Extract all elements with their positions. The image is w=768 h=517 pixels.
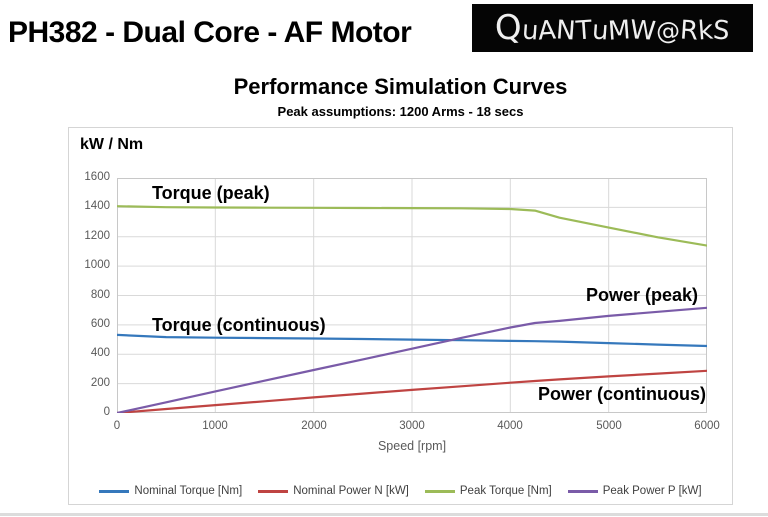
- x-tick-label: 4000: [497, 420, 523, 432]
- nominal-power-line-swatch: [258, 489, 289, 493]
- nominal-torque-line-swatch: [99, 489, 130, 493]
- legend-label: Peak Torque [Nm]: [459, 485, 552, 497]
- peak-power-line-swatch: [567, 489, 598, 493]
- chart-legend: Nominal Torque [Nm] Nominal Power N [kW]…: [68, 483, 733, 499]
- legend-label: Nominal Power N [kW]: [293, 485, 409, 497]
- y-tick-label: 200: [90, 377, 110, 389]
- legend-item-peak-torque: Peak Torque [Nm]: [424, 485, 552, 497]
- y-tick-label: 1200: [84, 230, 110, 242]
- legend-label: Nominal Torque [Nm]: [134, 485, 243, 497]
- quantumworks-logo: QuANTuMW@RkS: [472, 4, 753, 52]
- annotation-power-peak: Power (peak): [586, 285, 699, 305]
- x-tick-label: 0: [113, 420, 121, 432]
- annotation-torque-continuous: Torque (continuous): [152, 315, 326, 335]
- window-bottom-edge: [0, 513, 768, 516]
- legend-item-nominal-torque: Nominal Torque [Nm]: [99, 485, 242, 497]
- y-tick-label: 1600: [84, 171, 110, 183]
- x-tick-label: 3000: [399, 420, 425, 432]
- legend-label: Peak Power P [kW]: [602, 485, 702, 497]
- y-tick-label: 0: [103, 406, 110, 418]
- x-tick-label: 5000: [596, 420, 622, 432]
- x-tick-label: 1000: [202, 420, 228, 432]
- y-tick-label: 1400: [84, 200, 110, 212]
- chart-title: Performance Simulation Curves: [233, 74, 568, 99]
- y-tick-label: 800: [90, 289, 110, 301]
- x-tick-label: 2000: [301, 420, 327, 432]
- y-tick-label: 400: [90, 347, 110, 359]
- x-axis-label: Speed [rpm]: [377, 439, 447, 453]
- logo-text: QuANTuMW@RkS: [493, 7, 731, 49]
- legend-item-nominal-power: Nominal Power N [kW]: [258, 485, 409, 497]
- plot-area: [117, 178, 707, 413]
- annotation-torque-peak: Torque (peak): [152, 183, 270, 203]
- y-tick-label: 600: [90, 318, 110, 330]
- y-tick-label: 1000: [84, 259, 110, 271]
- x-tick-label: 6000: [694, 420, 720, 432]
- y-axis-title: kW / Nm: [80, 136, 144, 153]
- chart-frame: [68, 127, 733, 505]
- peak-torque-line-swatch: [424, 489, 455, 493]
- legend-item-peak-power: Peak Power P [kW]: [567, 485, 702, 497]
- page-title: PH382 - Dual Core - AF Motor: [8, 16, 412, 49]
- chart-subtitle: Peak assumptions: 1200 Arms - 18 secs: [277, 104, 524, 119]
- annotation-power-continuous: Power (continuous): [538, 384, 706, 404]
